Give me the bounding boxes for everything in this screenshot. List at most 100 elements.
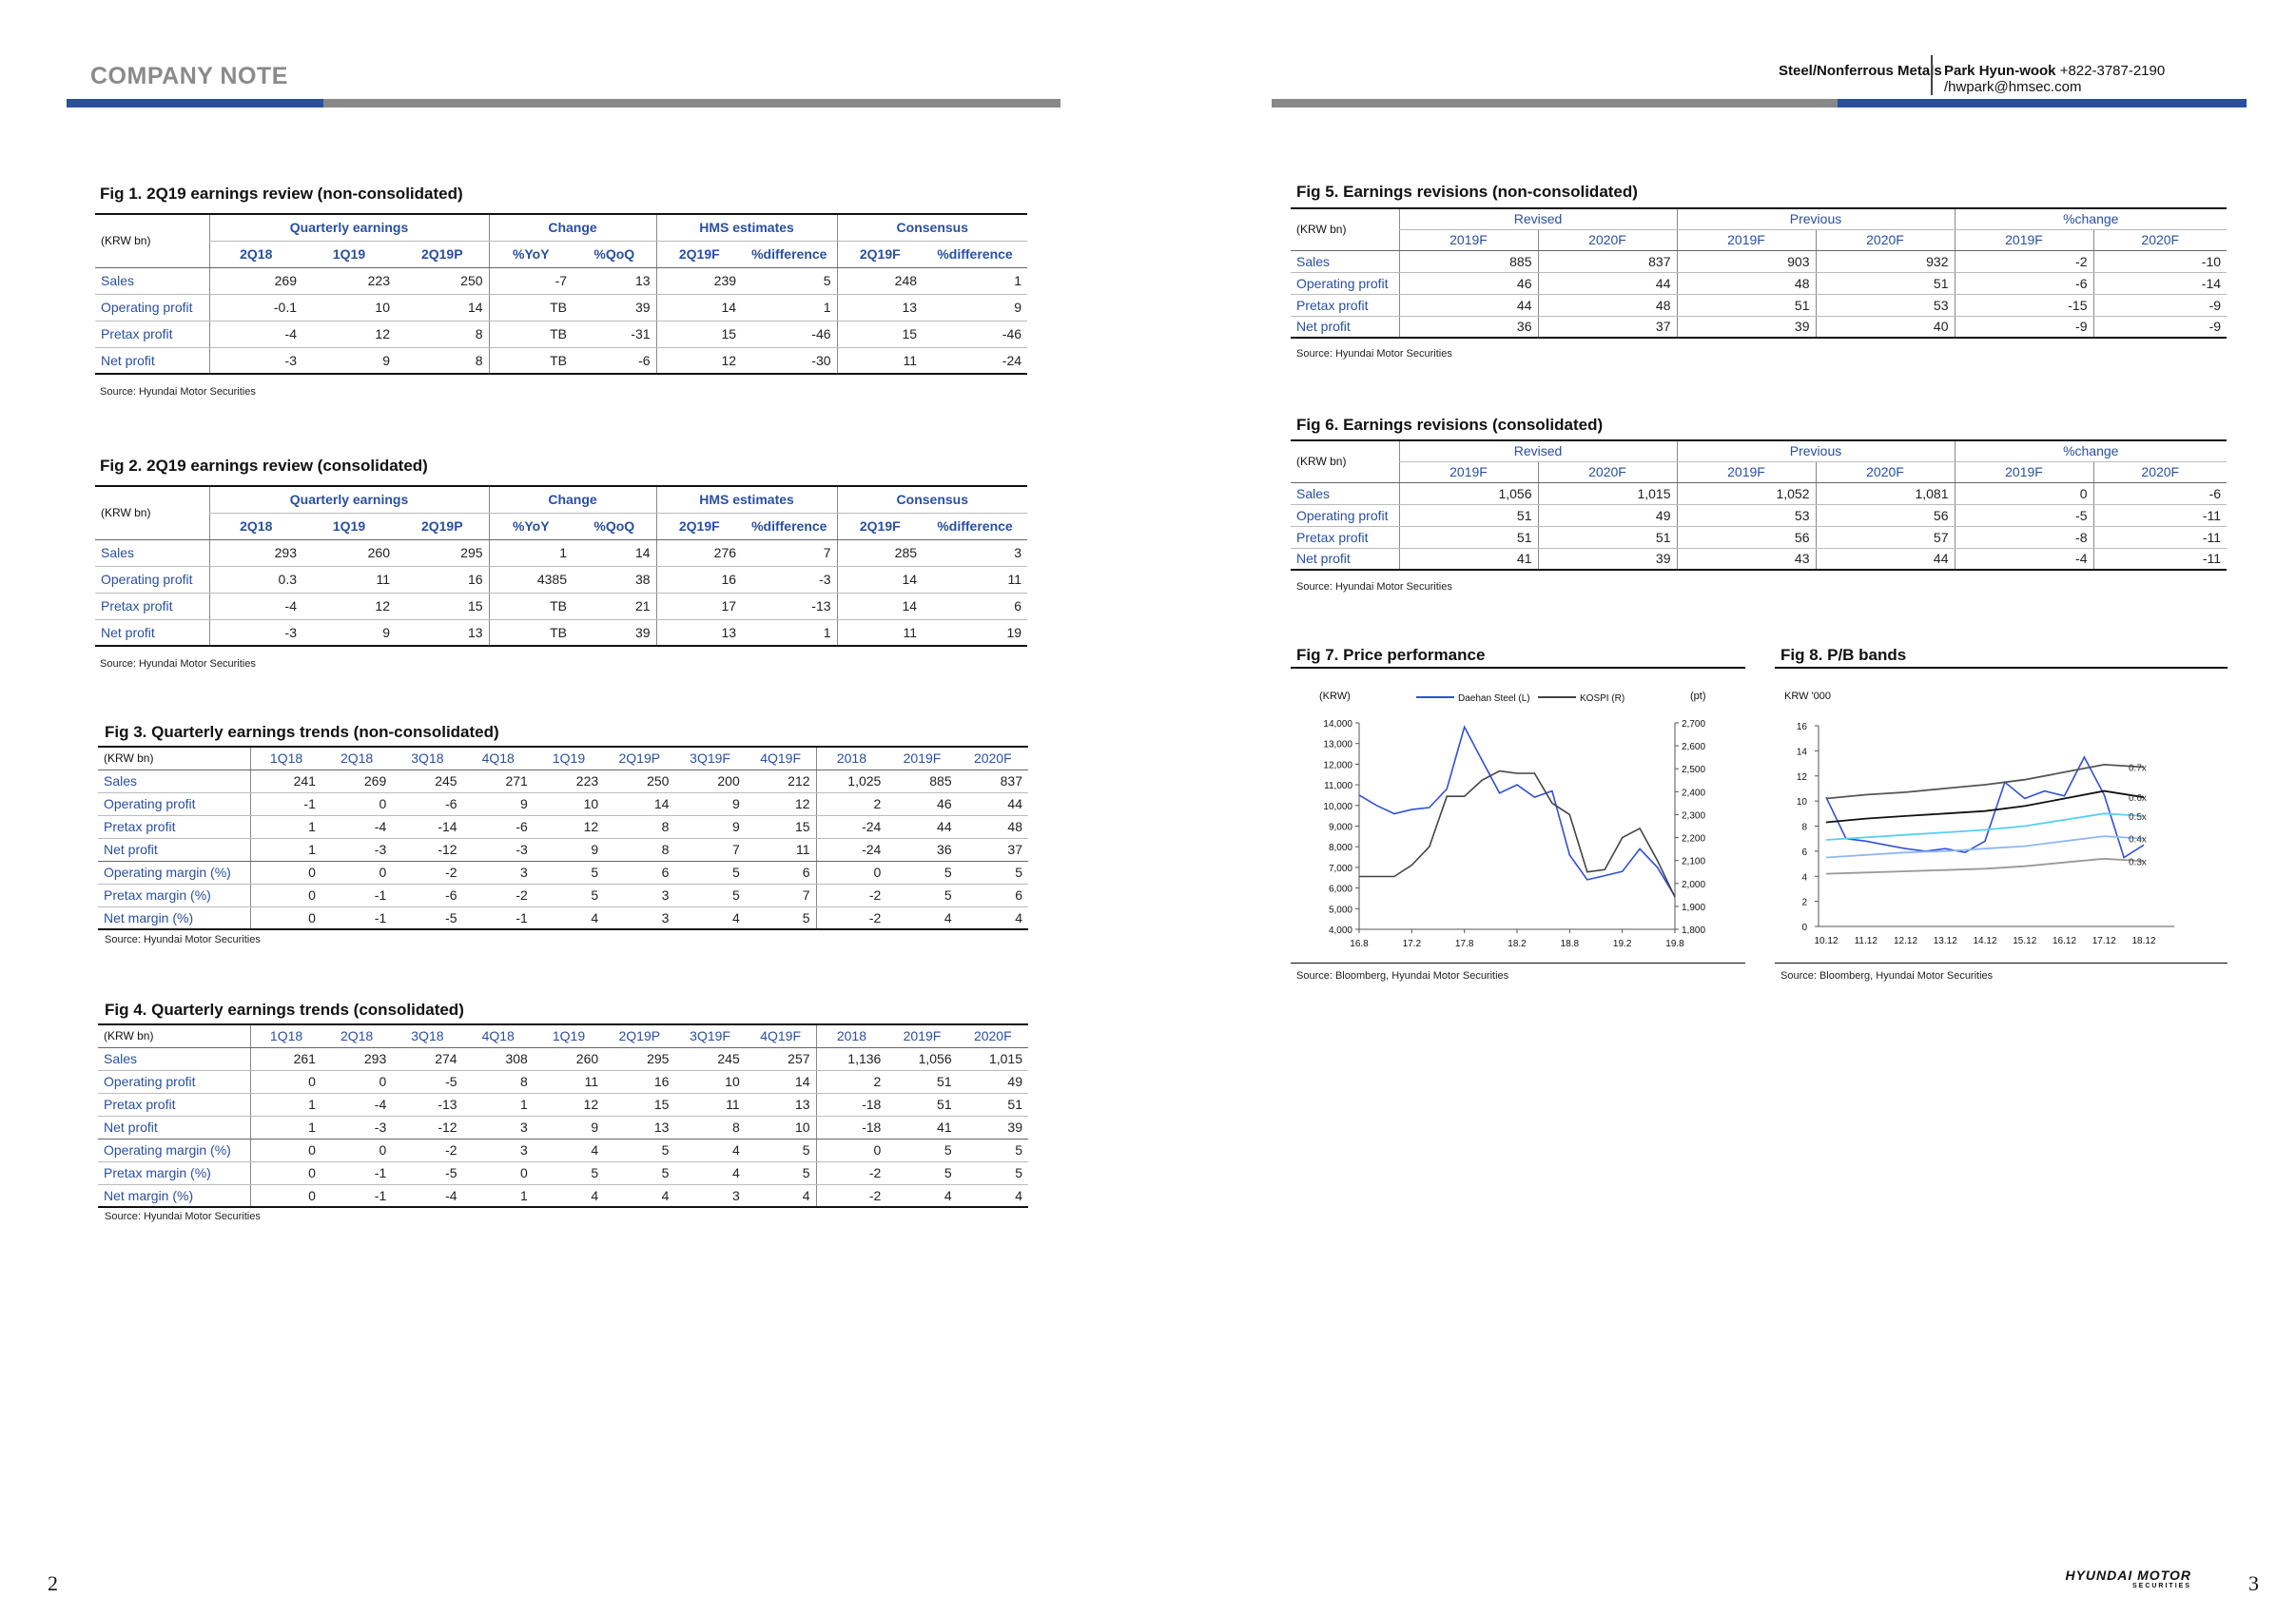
group-header: Change xyxy=(488,213,657,242)
page-number-left: 2 xyxy=(48,1571,58,1595)
y-right-tick-label: 1,900 xyxy=(1682,903,1705,913)
fig7-source: Source: Bloomberg, Hyundai Motor Securit… xyxy=(1296,970,1509,982)
table-row: Pretax profit -4 12 15 TB 21 17 -13 14 6 xyxy=(95,593,1028,620)
cell-value: -8 xyxy=(1954,526,2093,549)
table-row: Operating profit -1 0 -6 9 10 14 9 12 2 46 44 xyxy=(98,792,1028,816)
cell-value: 3 xyxy=(674,1184,746,1208)
cell-value: 39 xyxy=(573,294,657,321)
fig7-title-rule xyxy=(1291,667,1745,669)
cell-value: -2 xyxy=(392,860,463,885)
cell-value: -10 xyxy=(2092,250,2228,273)
series-line-1 xyxy=(1359,770,1676,898)
fig4-title: Fig 4. Quarterly earnings trends (consol… xyxy=(105,1001,464,1019)
cell-value: 16 xyxy=(604,1070,675,1094)
table-row: Net profit 1 -3 -12 -3 9 8 7 11 -24 36 37 xyxy=(98,838,1028,862)
cell-value: 10 xyxy=(533,792,605,816)
row-label: Pretax profit xyxy=(95,321,209,348)
cell-value: -1 xyxy=(321,1161,393,1185)
cell-value: 285 xyxy=(836,539,924,567)
cell-value: -4 xyxy=(321,815,393,839)
cell-value: 308 xyxy=(462,1047,534,1071)
cell-value: 11 xyxy=(302,566,396,594)
group-header: Previous xyxy=(1676,439,1955,462)
cell-value: 12 xyxy=(302,593,396,620)
unit-label: (KRW bn) xyxy=(95,485,209,540)
cell-value: -24 xyxy=(815,838,887,862)
cell-value: 14 xyxy=(745,1070,817,1094)
fig8-bottom-rule xyxy=(1775,963,2228,964)
analyst-name: Park Hyun-wook xyxy=(1944,63,2056,79)
cell-value: 8 xyxy=(604,815,675,839)
fig7-bottom-rule xyxy=(1291,963,1745,964)
cell-value: 51 xyxy=(1537,526,1677,549)
y-left-tick-label: 8,000 xyxy=(1329,843,1352,853)
x-tick-label: 13.12 xyxy=(1934,936,1957,946)
cell-value: 48 xyxy=(957,815,1028,839)
y-left-tick-label: 6,000 xyxy=(1329,885,1352,895)
series-line-4 xyxy=(1825,835,2145,859)
cell-value: 271 xyxy=(462,770,534,793)
table-row: Net margin (%) 0 -1 -5 -1 4 3 4 5 -2 4 4 xyxy=(98,906,1028,930)
column-header: 3Q19F xyxy=(674,1023,746,1048)
y-left-tick-label: 7,000 xyxy=(1329,864,1352,874)
cell-value: 269 xyxy=(208,267,302,295)
x-tick-label: 18.8 xyxy=(1561,939,1580,949)
cell-value: 56 xyxy=(1815,504,1955,527)
table-row: Pretax profit 1 -4 -13 1 12 15 11 13 -18 51 51 xyxy=(98,1093,1028,1117)
column-header: 3Q19F xyxy=(674,746,746,770)
x-tick-label: 16.8 xyxy=(1350,939,1369,949)
cell-value: 13 xyxy=(396,619,490,647)
cell-value: 260 xyxy=(533,1047,605,1071)
column-header: 2Q19P xyxy=(604,1023,675,1048)
y-left-tick-label: 12,000 xyxy=(1323,760,1352,770)
cell-value: 21 xyxy=(573,593,657,620)
column-header: 2019F xyxy=(1954,229,2093,251)
cell-value: -4 xyxy=(321,1093,393,1117)
row-label: Pretax profit xyxy=(98,815,251,839)
brand-name: HYUNDAI MOTOR xyxy=(2065,1568,2191,1583)
table-row: Sales 261 293 274 308 260 295 245 257 1,136 1,056 1… xyxy=(98,1047,1028,1071)
group-header: Previous xyxy=(1676,207,1955,230)
cell-value: 8 xyxy=(674,1116,746,1140)
fig5-source: Source: Hyundai Motor Securities xyxy=(1296,348,1452,360)
cell-value: 293 xyxy=(321,1047,393,1071)
cell-value: 15 xyxy=(604,1093,675,1117)
cell-value: 1 xyxy=(250,838,321,862)
cell-value: 43 xyxy=(1676,548,1816,571)
x-tick-label: 19.8 xyxy=(1665,939,1684,949)
y-left-tick-label: 14,000 xyxy=(1323,719,1352,730)
cell-value: -0.1 xyxy=(208,294,302,321)
table-row: Net profit 41 39 43 44 -4 -11 xyxy=(1291,548,2228,571)
cell-value: -3 xyxy=(321,838,393,862)
header-bar-left xyxy=(67,99,1060,107)
column-header: %difference xyxy=(923,513,1028,540)
table-row: Operating profit 46 44 48 51 -6 -14 xyxy=(1291,272,2228,295)
cell-value: TB xyxy=(488,593,574,620)
row-label: Sales xyxy=(1291,482,1399,505)
cell-value: 241 xyxy=(250,770,321,793)
fig5-table: (KRW bn) Revised Previous %change 2019F 2020F… xyxy=(1291,207,2228,339)
cell-value: 6 xyxy=(745,860,817,885)
x-tick-label: 11.12 xyxy=(1855,936,1878,946)
cell-value: 14 xyxy=(836,566,924,594)
row-label: Operating margin (%) xyxy=(98,1138,251,1162)
fig5-title: Fig 5. Earnings revisions (non-consolida… xyxy=(1296,183,1638,201)
cell-value: 4 xyxy=(533,1138,605,1162)
cell-value: 6 xyxy=(923,593,1028,620)
table-row: Pretax profit 1 -4 -14 -6 12 8 9 15 -24 44 48 xyxy=(98,815,1028,839)
cell-value: 37 xyxy=(1537,316,1677,339)
cell-value: 250 xyxy=(604,770,675,793)
cell-value: 14 xyxy=(655,294,743,321)
cell-value: 56 xyxy=(1676,526,1816,549)
row-label: Net profit xyxy=(98,838,251,862)
column-header: 2Q18 xyxy=(321,746,393,770)
cell-value: 295 xyxy=(396,539,490,567)
group-header: Consensus xyxy=(836,485,1028,514)
row-label: Net margin (%) xyxy=(98,906,251,930)
cell-value: 38 xyxy=(573,566,657,594)
cell-value: 9 xyxy=(533,838,605,862)
column-header: 4Q19F xyxy=(745,746,817,770)
cell-value: -1 xyxy=(462,906,534,930)
cell-value: 6 xyxy=(957,884,1028,907)
cell-value: -11 xyxy=(2092,504,2228,527)
